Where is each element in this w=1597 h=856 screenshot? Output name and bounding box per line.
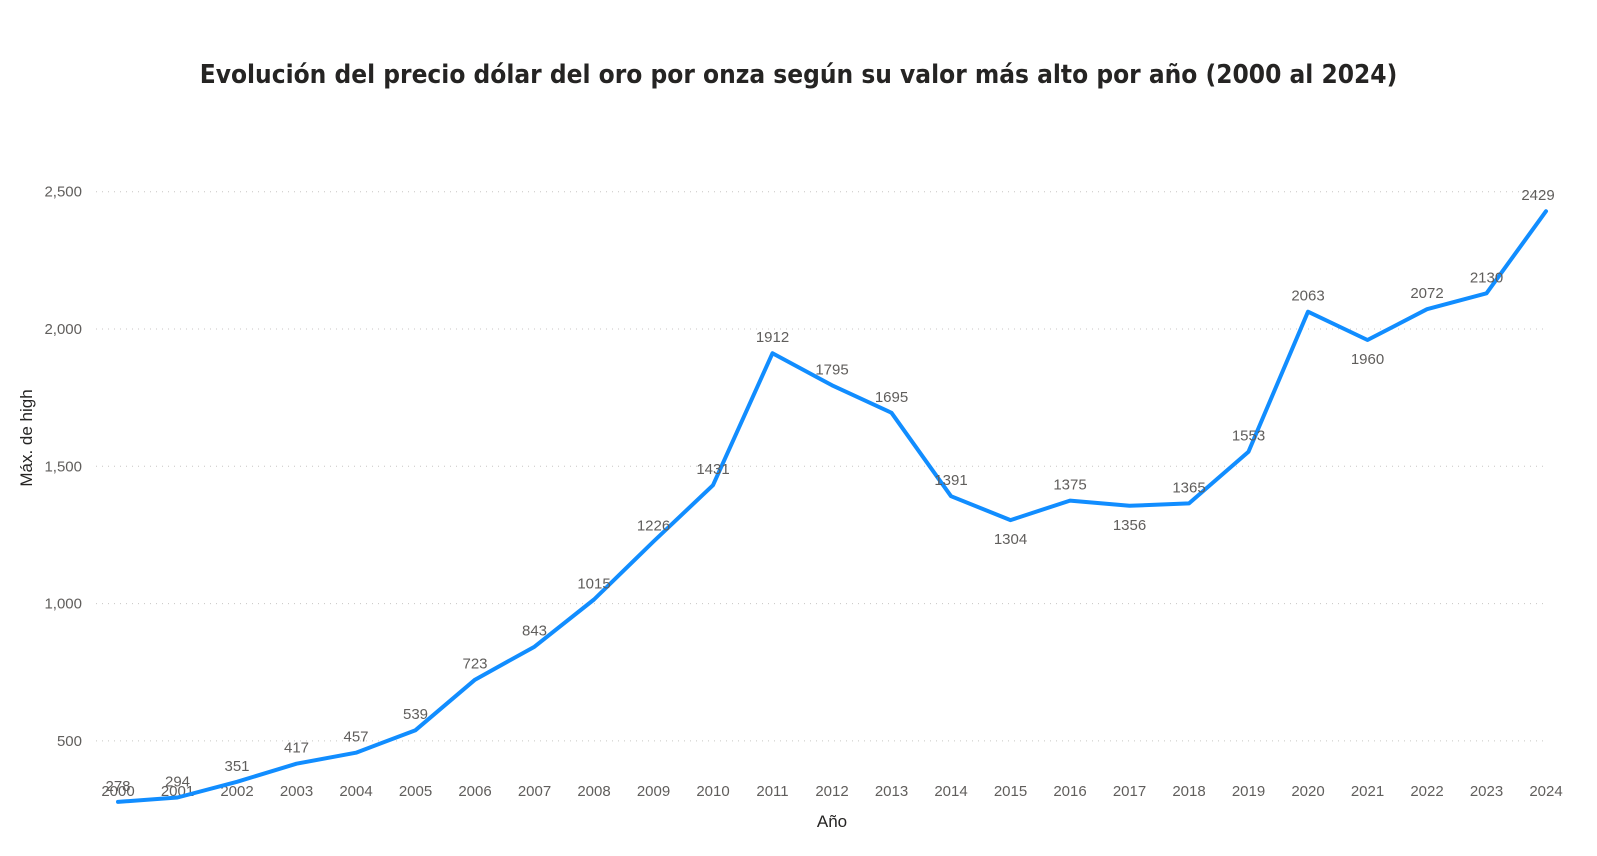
x-tick-label: 2021 (1351, 783, 1384, 800)
data-label: 723 (462, 656, 487, 673)
data-label: 2072 (1410, 285, 1443, 302)
data-label: 351 (224, 758, 249, 775)
data-label: 1431 (696, 461, 729, 478)
y-tick-label: 500 (57, 733, 82, 750)
data-label: 1356 (1113, 517, 1146, 534)
data-label: 539 (403, 706, 428, 723)
x-axis-ticks: 2000 2001 2002 2003 2004 2005 2006 2007 2008 2009… (101, 783, 1562, 800)
series-line-group (116, 209, 1548, 804)
x-tick-label: 2000 (101, 783, 134, 800)
data-label: 294 (165, 773, 190, 790)
data-label: 417 (284, 740, 309, 757)
data-label: 1015 (577, 575, 610, 592)
x-tick-label: 2012 (815, 783, 848, 800)
x-tick-label: 2013 (875, 783, 908, 800)
data-label: 1912 (756, 329, 789, 346)
x-tick-label: 2007 (518, 783, 551, 800)
data-label: 1304 (994, 531, 1027, 548)
y-axis-title: Máx. de high (17, 389, 36, 486)
x-tick-label: 2022 (1410, 783, 1443, 800)
data-label: 843 (522, 623, 547, 640)
x-tick-label: 2018 (1172, 783, 1205, 800)
y-tick-label: 1,500 (44, 458, 82, 475)
x-tick-label: 2023 (1470, 783, 1503, 800)
x-tick-label: 2009 (637, 783, 670, 800)
y-tick-label: 2,000 (44, 321, 82, 338)
x-tick-label: 2016 (1053, 783, 1086, 800)
x-tick-label: 2024 (1529, 783, 1562, 800)
data-labels: 278 294 351 417 457 539 723 843 1015 1226 1431 1912… (105, 187, 1554, 795)
gridlines (96, 191, 1546, 742)
y-axis-ticks: 500 1,000 1,500 2,000 2,500 (44, 184, 82, 750)
data-label: 2063 (1291, 288, 1324, 305)
y-tick-label: 1,000 (44, 596, 82, 613)
x-tick-label: 2010 (696, 783, 729, 800)
chart-title: Evolución del precio dólar del oro por o… (199, 60, 1398, 90)
data-label: 1553 (1232, 428, 1265, 445)
x-tick-label: 2017 (1113, 783, 1146, 800)
x-tick-label: 2015 (994, 783, 1027, 800)
x-axis-title: Año (817, 812, 847, 831)
data-label: 1391 (934, 472, 967, 489)
data-label: 1960 (1351, 351, 1384, 368)
data-label: 1695 (875, 389, 908, 406)
data-label: 278 (105, 778, 130, 795)
x-tick-label: 2005 (399, 783, 432, 800)
y-tick-label: 2,500 (44, 184, 82, 201)
series-line (116, 209, 1548, 804)
x-tick-label: 2014 (934, 783, 967, 800)
data-label: 1375 (1053, 477, 1086, 494)
x-tick-label: 2011 (756, 783, 788, 800)
x-tick-label: 2006 (458, 783, 491, 800)
x-tick-label: 2020 (1291, 783, 1324, 800)
x-tick-label: 2002 (220, 783, 253, 800)
data-label: 1365 (1172, 479, 1205, 496)
data-label: 2429 (1521, 187, 1554, 204)
data-label: 457 (343, 729, 368, 746)
data-label: 1226 (637, 518, 670, 535)
data-label: 1795 (815, 361, 848, 378)
x-tick-label: 2003 (280, 783, 313, 800)
x-tick-label: 2004 (339, 783, 372, 800)
x-tick-label: 2008 (577, 783, 610, 800)
data-label: 2130 (1470, 269, 1503, 286)
x-tick-label: 2019 (1232, 783, 1265, 800)
